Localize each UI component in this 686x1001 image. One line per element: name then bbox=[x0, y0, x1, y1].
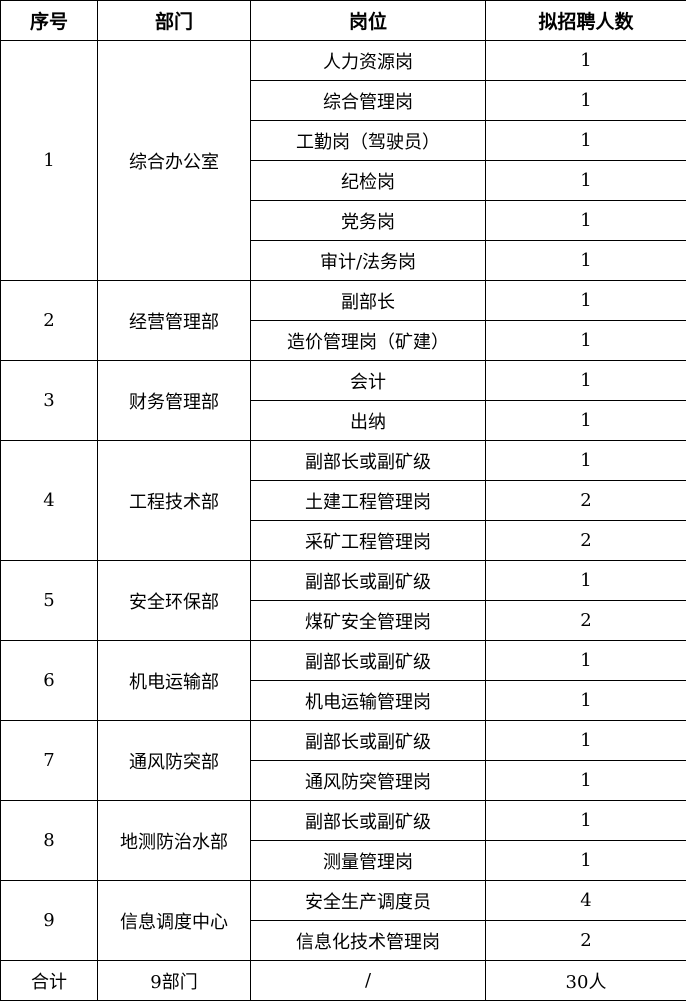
position-title: 安全生产调度员 bbox=[250, 880, 486, 921]
position-count: 1 bbox=[485, 720, 686, 761]
table-row: 3 财务管理部 会计 1 bbox=[0, 360, 686, 441]
department-no: 7 bbox=[0, 720, 98, 801]
position-count: 1 bbox=[485, 760, 686, 801]
total-label: 合计 bbox=[0, 960, 98, 1001]
department-no: 9 bbox=[0, 880, 98, 961]
total-positions: / bbox=[250, 960, 486, 1001]
department-name: 信息调度中心 bbox=[97, 880, 251, 961]
position-count: 1 bbox=[485, 680, 686, 721]
position-title: 采矿工程管理岗 bbox=[250, 520, 486, 561]
position-count: 1 bbox=[485, 280, 686, 321]
position-count: 1 bbox=[485, 840, 686, 881]
total-count: 30人 bbox=[485, 960, 686, 1001]
table-row: 审计/法务岗 1 bbox=[1, 240, 686, 281]
table-row: 纪检岗 1 bbox=[1, 160, 686, 201]
position-count: 1 bbox=[485, 360, 686, 401]
department-no: 3 bbox=[0, 360, 98, 441]
department-no: 1 bbox=[0, 40, 98, 281]
position-title: 工勤岗（驾驶员） bbox=[250, 120, 486, 161]
position-count: 1 bbox=[485, 240, 686, 281]
position-count: 1 bbox=[485, 120, 686, 161]
table-row: 1 综合办公室 人力资源岗 1 bbox=[0, 40, 686, 281]
position-title: 会计 bbox=[250, 360, 486, 401]
position-count: 2 bbox=[485, 920, 686, 961]
table-row: 4 工程技术部 副部长或副矿级 1 bbox=[0, 440, 686, 561]
position-title: 副部长或副矿级 bbox=[250, 440, 486, 481]
position-count: 1 bbox=[485, 440, 686, 481]
position-title: 土建工程管理岗 bbox=[250, 480, 486, 521]
position-title: 测量管理岗 bbox=[250, 840, 486, 881]
position-title: 党务岗 bbox=[250, 200, 486, 241]
header-position: 岗位 bbox=[250, 0, 486, 41]
position-count: 1 bbox=[485, 160, 686, 201]
position-count: 1 bbox=[485, 400, 686, 441]
table-row: 土建工程管理岗 2 bbox=[1, 480, 686, 521]
department-name: 通风防突部 bbox=[97, 720, 251, 801]
table-row: 8 地测防治水部 副部长或副矿级 1 bbox=[0, 800, 686, 881]
position-title: 综合管理岗 bbox=[250, 80, 486, 121]
position-title: 机电运输管理岗 bbox=[250, 680, 486, 721]
department-name: 安全环保部 bbox=[97, 560, 251, 641]
table-row: 7 通风防突部 副部长或副矿级 1 bbox=[0, 720, 686, 801]
department-no: 8 bbox=[0, 800, 98, 881]
department-name: 财务管理部 bbox=[97, 360, 251, 441]
table-row: 煤矿安全管理岗 2 bbox=[1, 600, 686, 641]
total-departments: 9部门 bbox=[97, 960, 251, 1001]
position-title: 通风防突管理岗 bbox=[250, 760, 486, 801]
department-name: 经营管理部 bbox=[97, 280, 251, 361]
position-title: 副部长 bbox=[250, 280, 486, 321]
position-count: 4 bbox=[485, 880, 686, 921]
table-row: 测量管理岗 1 bbox=[1, 840, 686, 881]
position-count: 1 bbox=[485, 80, 686, 121]
department-no: 6 bbox=[0, 640, 98, 721]
table-row: 综合管理岗 1 bbox=[1, 80, 686, 121]
position-count: 1 bbox=[485, 560, 686, 601]
header-department: 部门 bbox=[97, 0, 251, 41]
position-title: 审计/法务岗 bbox=[250, 240, 486, 281]
header-row: 序号 部门 岗位 拟招聘人数 bbox=[0, 0, 686, 41]
position-count: 2 bbox=[485, 600, 686, 641]
position-count: 1 bbox=[485, 800, 686, 841]
position-count: 1 bbox=[485, 200, 686, 241]
department-name: 机电运输部 bbox=[97, 640, 251, 721]
position-title: 副部长或副矿级 bbox=[250, 800, 486, 841]
header-no: 序号 bbox=[0, 0, 98, 41]
department-no: 4 bbox=[0, 440, 98, 561]
department-name: 综合办公室 bbox=[97, 40, 251, 281]
position-title: 信息化技术管理岗 bbox=[250, 920, 486, 961]
table-row: 6 机电运输部 副部长或副矿级 1 bbox=[0, 640, 686, 721]
table-row: 采矿工程管理岗 2 bbox=[1, 520, 686, 561]
department-name: 地测防治水部 bbox=[97, 800, 251, 881]
position-title: 煤矿安全管理岗 bbox=[250, 600, 486, 641]
total-row: 合计 9部门 / 30人 bbox=[0, 960, 686, 1001]
department-name: 工程技术部 bbox=[97, 440, 251, 561]
position-count: 2 bbox=[485, 480, 686, 521]
position-count: 1 bbox=[485, 640, 686, 681]
position-title: 副部长或副矿级 bbox=[250, 640, 486, 681]
table-row: 5 安全环保部 副部长或副矿级 1 bbox=[0, 560, 686, 641]
table-row: 通风防突管理岗 1 bbox=[1, 760, 686, 801]
position-count: 1 bbox=[485, 320, 686, 361]
position-title: 副部长或副矿级 bbox=[250, 560, 486, 601]
department-no: 2 bbox=[0, 280, 98, 361]
table-row: 信息化技术管理岗 2 bbox=[1, 920, 686, 961]
table-row: 2 经营管理部 副部长 1 bbox=[0, 280, 686, 361]
header-count: 拟招聘人数 bbox=[485, 0, 686, 41]
position-title: 纪检岗 bbox=[250, 160, 486, 201]
position-count: 2 bbox=[485, 520, 686, 561]
table-row: 出纳 1 bbox=[1, 400, 686, 441]
position-title: 人力资源岗 bbox=[250, 40, 486, 81]
position-title: 副部长或副矿级 bbox=[250, 720, 486, 761]
position-count: 1 bbox=[485, 40, 686, 81]
position-title: 出纳 bbox=[250, 400, 486, 441]
department-no: 5 bbox=[0, 560, 98, 641]
position-title: 造价管理岗（矿建） bbox=[250, 320, 486, 361]
table-row: 9 信息调度中心 安全生产调度员 4 bbox=[0, 880, 686, 961]
table-row: 机电运输管理岗 1 bbox=[1, 680, 686, 721]
